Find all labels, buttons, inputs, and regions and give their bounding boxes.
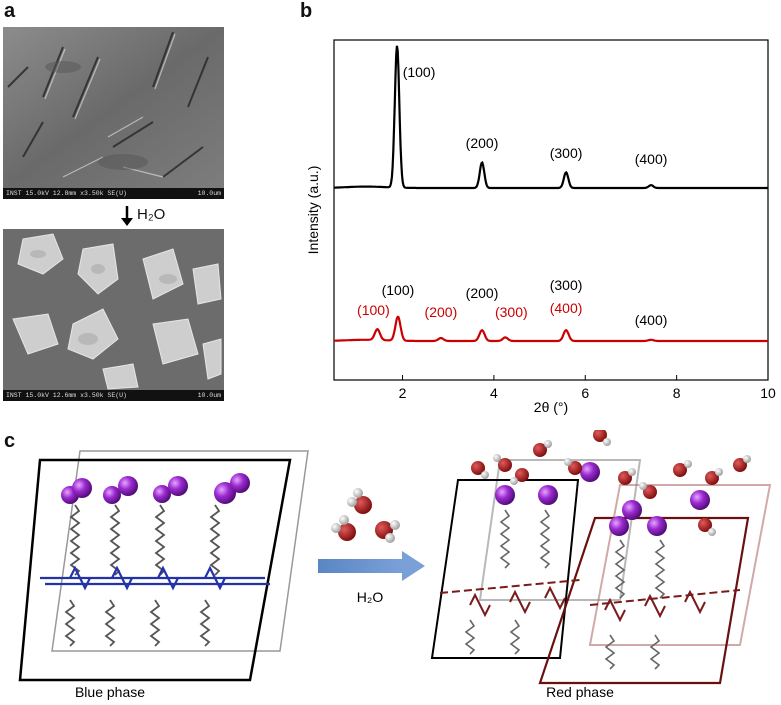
purple-headgroups <box>61 473 250 504</box>
xrd-chart: 2 4 6 8 10 (100) (200) (300) (400) (100) (100) (20… <box>305 39 776 415</box>
y-axis-label: Intensity (a.u.) <box>305 166 321 255</box>
peak-label: (100) <box>403 64 436 80</box>
x-tick-label: 10 <box>760 385 776 401</box>
panel-a-label: a <box>4 0 16 22</box>
peak-label: (200) <box>425 304 458 320</box>
sem-scale-text: 10.0um <box>197 392 221 399</box>
x-axis: 2 4 6 8 10 <box>399 375 776 401</box>
blue-phase-series-line <box>334 45 768 190</box>
sem-info-text: INST 15.0kV 12.6mm x3.50k SE(U) <box>6 392 127 399</box>
h2o-process-arrow <box>318 551 425 581</box>
peak-label: (200) <box>466 285 499 301</box>
sem-info-text: INST 15.0kV 12.8mm x3.50k SE(U) <box>6 190 127 197</box>
x-axis-label: 2θ (°) <box>534 399 568 415</box>
polymer-backbone <box>439 579 741 623</box>
unit-cell-faded <box>478 459 642 601</box>
alkyl-chains <box>64 504 221 647</box>
sem-texture-top <box>3 27 224 188</box>
peak-label: (200) <box>466 135 499 151</box>
x-tick-label: 6 <box>581 385 589 401</box>
unit-cell-front <box>430 479 580 659</box>
peak-label: (400) <box>635 312 668 328</box>
red-phase-structure <box>430 430 772 685</box>
x-tick-label: 2 <box>399 385 407 401</box>
purple-headgroups <box>495 462 710 536</box>
water-molecules <box>331 488 400 543</box>
unit-cell-faded-red <box>588 484 772 646</box>
peak-label: (400) <box>635 151 668 167</box>
peak-label: (100) <box>382 282 415 298</box>
sem-image-bottom: INST 15.0kV 12.6mm x3.50k SE(U) 10.0um <box>3 229 224 401</box>
unit-cell-front <box>18 458 292 682</box>
h2o-arrow-a: H₂O <box>119 204 199 228</box>
red-phase-series-line <box>334 315 768 343</box>
peak-label: (400) <box>550 300 583 316</box>
panel-c-label: c <box>4 430 16 452</box>
h2o-arrow-label: H₂O <box>137 206 166 223</box>
polymer-backbone <box>40 565 270 591</box>
x-tick-label: 4 <box>490 385 498 401</box>
peak-label: (300) <box>495 304 528 320</box>
blue-phase-caption: Blue phase <box>75 684 145 700</box>
peak-labels: (100) (200) (300) (400) (100) (100) (200) (200)… <box>357 64 667 328</box>
red-phase-caption: Red phase <box>546 684 614 700</box>
peak-label: (300) <box>550 277 583 293</box>
h2o-process-label: H₂O <box>357 589 384 605</box>
peak-label: (100) <box>357 302 390 318</box>
water-cluster <box>471 430 751 536</box>
sem-scale-text: 10.0um <box>197 190 221 197</box>
panel-b-label: b <box>300 0 313 22</box>
unit-cell-front-red <box>538 516 750 685</box>
sem-info-bar-bottom: INST 15.0kV 12.6mm x3.50k SE(U) 10.0um <box>3 390 224 401</box>
alkyl-chains <box>464 509 666 670</box>
sem-image-top: INST 15.0kV 12.8mm x3.50k SE(U) 10.0um <box>3 27 224 199</box>
down-arrow-icon <box>121 206 133 226</box>
sem-info-bar-top: INST 15.0kV 12.8mm x3.50k SE(U) 10.0um <box>3 188 224 199</box>
structure-illustration: Blue phase H₂O <box>18 430 772 700</box>
blue-phase-structure <box>18 450 309 682</box>
peak-label: (300) <box>550 145 583 161</box>
x-tick-label: 8 <box>673 385 681 401</box>
sem-texture-bottom <box>3 229 224 390</box>
plot-frame <box>333 39 769 381</box>
